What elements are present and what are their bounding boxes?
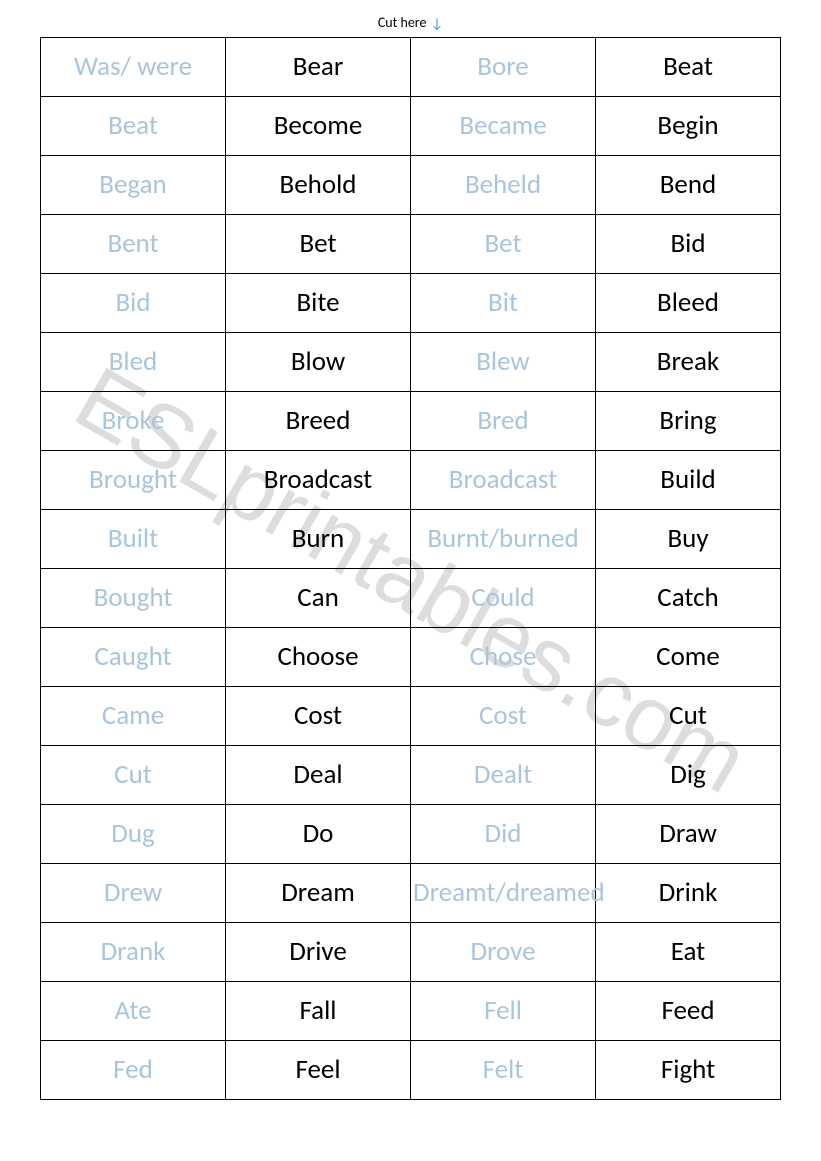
table-cell: Broadcast	[411, 451, 596, 510]
table-cell: Breed	[226, 392, 411, 451]
table-cell: Cost	[411, 687, 596, 746]
table-cell: Bet	[226, 215, 411, 274]
table-cell: Cost	[226, 687, 411, 746]
table-cell: Dream	[226, 864, 411, 923]
table-cell: Do	[226, 805, 411, 864]
table-cell: Drink	[596, 864, 781, 923]
table-cell: Bleed	[596, 274, 781, 333]
table-cell: Bit	[411, 274, 596, 333]
table-cell: Drank	[41, 923, 226, 982]
table-cell: Behold	[226, 156, 411, 215]
table-row: BuiltBurnBurnt/burnedBuy	[41, 510, 781, 569]
table-cell: Become	[226, 97, 411, 156]
table-cell: Blew	[411, 333, 596, 392]
table-row: BentBetBetBid	[41, 215, 781, 274]
table-cell: Bore	[411, 38, 596, 97]
table-row: CutDealDealtDig	[41, 746, 781, 805]
table-row: CameCostCostCut	[41, 687, 781, 746]
table-cell: Bear	[226, 38, 411, 97]
table-row: BroughtBroadcastBroadcastBuild	[41, 451, 781, 510]
table-cell: Bought	[41, 569, 226, 628]
table-row: BeganBeholdBeheldBend	[41, 156, 781, 215]
table-cell: Broadcast	[226, 451, 411, 510]
table-cell: Come	[596, 628, 781, 687]
table-cell: Broke	[41, 392, 226, 451]
table-cell: Build	[596, 451, 781, 510]
table-row: Was/ wereBearBoreBeat	[41, 38, 781, 97]
table-cell: Chose	[411, 628, 596, 687]
table-row: BoughtCanCouldCatch	[41, 569, 781, 628]
table-cell: Was/ were	[41, 38, 226, 97]
table-cell: Dig	[596, 746, 781, 805]
table-cell: Drove	[411, 923, 596, 982]
table-cell: Feed	[596, 982, 781, 1041]
table-cell: Bring	[596, 392, 781, 451]
table-cell: Blow	[226, 333, 411, 392]
table-row: BledBlowBlewBreak	[41, 333, 781, 392]
table-cell: Brought	[41, 451, 226, 510]
table-row: CaughtChooseChoseCome	[41, 628, 781, 687]
table-cell: Fight	[596, 1041, 781, 1100]
table-cell: Burn	[226, 510, 411, 569]
table-row: BeatBecomeBecameBegin	[41, 97, 781, 156]
table-cell: Burnt/burned	[411, 510, 596, 569]
table-cell: Dealt	[411, 746, 596, 805]
table-cell: Bid	[596, 215, 781, 274]
table-cell: Drive	[226, 923, 411, 982]
verbs-table: Was/ wereBearBoreBeatBeatBecomeBecameBeg…	[40, 37, 781, 1100]
table-cell: Buy	[596, 510, 781, 569]
table-cell: Bred	[411, 392, 596, 451]
table-cell: Deal	[226, 746, 411, 805]
table-cell: Cut	[41, 746, 226, 805]
table-cell: Bend	[596, 156, 781, 215]
table-cell: Caught	[41, 628, 226, 687]
table-cell: Beat	[41, 97, 226, 156]
table-cell: Beat	[596, 38, 781, 97]
cut-here-text: Cut here	[378, 14, 427, 31]
table-cell: Catch	[596, 569, 781, 628]
table-cell: Built	[41, 510, 226, 569]
table-cell: Did	[411, 805, 596, 864]
table-cell: Fell	[411, 982, 596, 1041]
table-cell: Began	[41, 156, 226, 215]
table-cell: Cut	[596, 687, 781, 746]
table-cell: Can	[226, 569, 411, 628]
table-cell: Ate	[41, 982, 226, 1041]
table-cell: Came	[41, 687, 226, 746]
table-cell: Begin	[596, 97, 781, 156]
table-cell: Dreamt/dreamed	[411, 864, 596, 923]
table-row: DrewDreamDreamt/dreamedDrink	[41, 864, 781, 923]
table-cell: Feel	[226, 1041, 411, 1100]
arrow-down-icon: ↓	[430, 15, 443, 32]
table-cell: Choose	[226, 628, 411, 687]
verbs-table-body: Was/ wereBearBoreBeatBeatBecomeBecameBeg…	[41, 38, 781, 1100]
table-cell: Bet	[411, 215, 596, 274]
table-row: FedFeelFeltFight	[41, 1041, 781, 1100]
table-cell: Became	[411, 97, 596, 156]
cut-here-label: Cut here↓	[0, 0, 821, 37]
table-row: DugDoDidDraw	[41, 805, 781, 864]
table-row: DrankDriveDroveEat	[41, 923, 781, 982]
table-row: BrokeBreedBredBring	[41, 392, 781, 451]
table-cell: Fall	[226, 982, 411, 1041]
table-cell: Bite	[226, 274, 411, 333]
table-cell: Could	[411, 569, 596, 628]
table-cell: Beheld	[411, 156, 596, 215]
table-cell: Bid	[41, 274, 226, 333]
table-cell: Eat	[596, 923, 781, 982]
table-cell: Dug	[41, 805, 226, 864]
table-cell: Felt	[411, 1041, 596, 1100]
table-cell: Break	[596, 333, 781, 392]
table-cell: Bled	[41, 333, 226, 392]
table-cell: Fed	[41, 1041, 226, 1100]
table-row: AteFallFellFeed	[41, 982, 781, 1041]
table-cell: Drew	[41, 864, 226, 923]
table-cell: Bent	[41, 215, 226, 274]
table-row: BidBiteBitBleed	[41, 274, 781, 333]
table-cell: Draw	[596, 805, 781, 864]
